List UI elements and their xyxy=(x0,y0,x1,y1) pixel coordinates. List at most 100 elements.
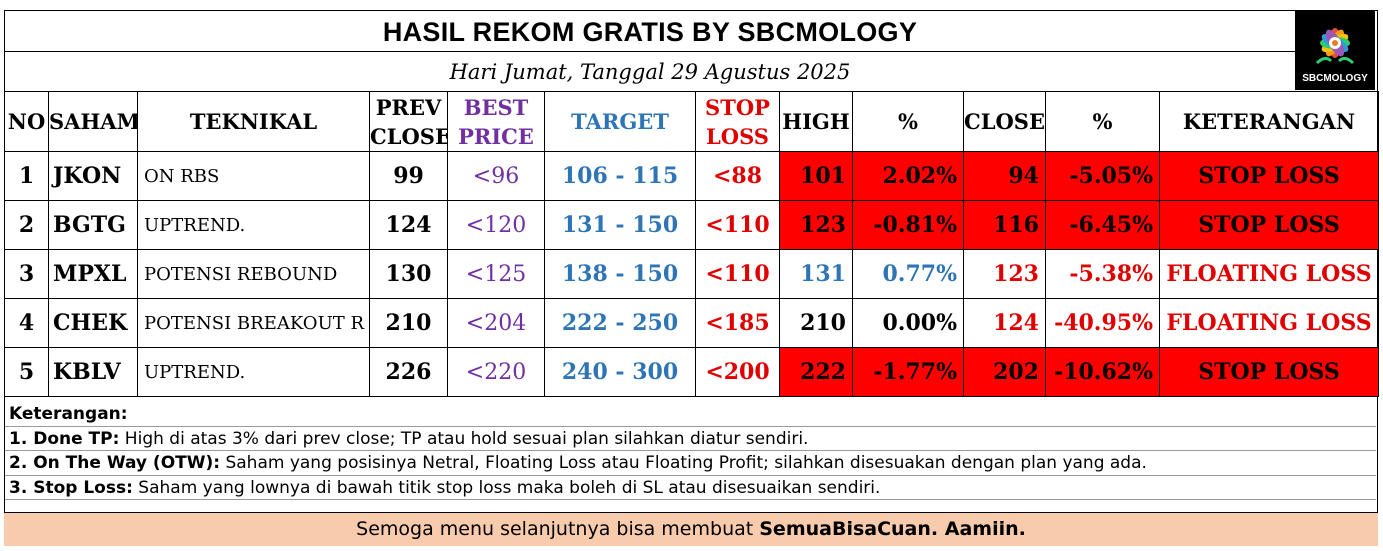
note-label: 1. Done TP: xyxy=(9,428,120,449)
header-saham: SAHAM xyxy=(48,91,138,152)
table-row: 1 JKON ON RBS 99 <96 106 - 115 <88 101 2… xyxy=(4,151,1379,201)
header-prev-close-line1: PREV xyxy=(375,94,442,120)
cell-pct-high: -0.81% xyxy=(852,200,964,250)
cell-keterangan: FLOATING LOSS xyxy=(1159,249,1379,299)
cell-pct-close: -6.45% xyxy=(1045,200,1160,250)
cell-saham: KBLV xyxy=(48,347,138,397)
sbcmology-logo: SBCMOLOGY xyxy=(1295,11,1375,90)
header-prev-close-line2: CLOSE xyxy=(370,123,448,149)
recommendation-table: NO SAHAM TEKNIKAL PREV CLOSE BEST PRICE TA… xyxy=(4,91,1379,397)
recommendation-sheet: HASIL REKOM GRATIS BY SBCMOLOGY Hari Jum… xyxy=(4,10,1379,546)
header-prev-close: PREV CLOSE xyxy=(369,91,448,152)
note-label: 2. On The Way (OTW): xyxy=(9,453,221,473)
cell-close: 124 xyxy=(963,298,1046,348)
table-row: 2 BGTG UPTREND. 124 <120 131 - 150 <110 … xyxy=(4,200,1379,250)
note-item: 3. Stop Loss: Saham yang lownya di bawah… xyxy=(5,476,1376,500)
cell-saham: MPXL xyxy=(48,249,138,299)
cell-pct-high: 2.02% xyxy=(852,151,964,201)
cell-pct-high: 0.00% xyxy=(852,298,964,348)
cell-best-price: <120 xyxy=(447,200,545,250)
cell-high: 210 xyxy=(779,298,853,348)
cell-stop-loss: <88 xyxy=(695,151,780,201)
cell-best-price: <96 xyxy=(447,151,545,201)
header-stop-loss: STOP LOSS xyxy=(695,91,780,152)
cell-teknikal: ON RBS xyxy=(137,151,370,201)
cell-prev-close: 99 xyxy=(369,151,448,201)
header-pct-close: % xyxy=(1045,91,1160,152)
header-high: HIGH xyxy=(779,91,853,152)
cell-stop-loss: <110 xyxy=(695,200,780,250)
cell-prev-close: 124 xyxy=(369,200,448,250)
cell-keterangan: STOP LOSS xyxy=(1159,200,1379,250)
cell-pct-close: -10.62% xyxy=(1045,347,1160,397)
cell-no: 4 xyxy=(4,298,49,348)
cell-keterangan: FLOATING LOSS xyxy=(1159,298,1379,348)
cell-close: 116 xyxy=(963,200,1046,250)
note-label: 3. Stop Loss: xyxy=(9,477,133,498)
cell-teknikal: POTENSI REBOUND xyxy=(137,249,370,299)
header-stop-loss-line1: STOP xyxy=(705,94,770,120)
footer-banner: Semoga menu selanjutnya bisa membuat Sem… xyxy=(4,512,1378,546)
cell-no: 5 xyxy=(4,347,49,397)
cell-pct-high: 0.77% xyxy=(852,249,964,299)
cell-prev-close: 226 xyxy=(369,347,448,397)
note-text: High di atas 3% dari prev close; TP atau… xyxy=(119,428,809,449)
cell-pct-high: -1.77% xyxy=(852,347,964,397)
cell-teknikal: UPTREND. xyxy=(137,347,370,397)
cell-saham: BGTG xyxy=(48,200,138,250)
cell-keterangan: STOP LOSS xyxy=(1159,151,1379,201)
notes-heading: Keterangan: xyxy=(5,402,1376,427)
footer-text: Semoga menu selanjutnya bisa membuat xyxy=(356,518,760,540)
note-text: Saham yang posisinya Netral, Floating Lo… xyxy=(220,453,1147,473)
cell-keterangan: STOP LOSS xyxy=(1159,347,1379,397)
cell-stop-loss: <200 xyxy=(695,347,780,397)
table-row: 5 KBLV UPTREND. 226 <220 240 - 300 <200 … xyxy=(4,347,1379,397)
note-item: 2. On The Way (OTW): Saham yang posisiny… xyxy=(5,451,1376,476)
notes-heading-text: Keterangan: xyxy=(9,404,128,424)
logo-text: SBCMOLOGY xyxy=(1302,73,1368,84)
cell-no: 1 xyxy=(4,151,49,201)
header-pct-high: % xyxy=(852,91,964,152)
cell-target: 138 - 150 xyxy=(544,249,696,299)
note-item: 1. Done TP: High di atas 3% dari prev cl… xyxy=(5,427,1376,451)
cell-saham: CHEK xyxy=(48,298,138,348)
cell-best-price: <220 xyxy=(447,347,545,397)
table-row: 3 MPXL POTENSI REBOUND 130 <125 138 - 15… xyxy=(4,249,1379,299)
sheet-date: Hari Jumat, Tanggal 29 Agustus 2025 xyxy=(449,60,851,84)
cell-pct-close: -5.05% xyxy=(1045,151,1160,201)
notes-section: Keterangan: 1. Done TP: High di atas 3% … xyxy=(5,402,1376,500)
cell-best-price: <204 xyxy=(447,298,545,348)
cell-prev-close: 130 xyxy=(369,249,448,299)
cell-best-price: <125 xyxy=(447,249,545,299)
flower-logo-icon xyxy=(1315,28,1355,65)
cell-high: 131 xyxy=(779,249,853,299)
cell-target: 222 - 250 xyxy=(544,298,696,348)
header-keterangan: KETERANGAN xyxy=(1159,91,1379,152)
cell-close: 202 xyxy=(963,347,1046,397)
footer-bold-text: SemuaBisaCuan. Aamiin. xyxy=(759,518,1026,540)
cell-pct-close: -40.95% xyxy=(1045,298,1160,348)
cell-no: 3 xyxy=(4,249,49,299)
cell-target: 240 - 300 xyxy=(544,347,696,397)
cell-pct-close: -5.38% xyxy=(1045,249,1160,299)
header-stop-loss-line2: LOSS xyxy=(706,123,769,149)
cell-stop-loss: <185 xyxy=(695,298,780,348)
table-row: 4 CHEK POTENSI BREAKOUT R 210 <204 222 -… xyxy=(4,298,1379,348)
cell-saham: JKON xyxy=(48,151,138,201)
cell-stop-loss: <110 xyxy=(695,249,780,299)
header-close: CLOSE xyxy=(963,91,1046,152)
header-no: NO xyxy=(4,91,49,152)
cell-close: 123 xyxy=(963,249,1046,299)
sheet-title: HASIL REKOM GRATIS BY SBCMOLOGY xyxy=(5,11,1295,52)
header-row: NO SAHAM TEKNIKAL PREV CLOSE BEST PRICE TA… xyxy=(4,91,1379,152)
cell-no: 2 xyxy=(4,200,49,250)
cell-teknikal: UPTREND. xyxy=(137,200,370,250)
header-best-price: BEST PRICE xyxy=(447,91,545,152)
cell-high: 101 xyxy=(779,151,853,201)
header-best-price-line2: PRICE xyxy=(458,123,534,149)
cell-target: 131 - 150 xyxy=(544,200,696,250)
cell-target: 106 - 115 xyxy=(544,151,696,201)
cell-teknikal: POTENSI BREAKOUT R xyxy=(137,298,370,348)
header-target: TARGET xyxy=(544,91,696,152)
note-text: Saham yang lownya di bawah titik stop lo… xyxy=(132,477,881,498)
